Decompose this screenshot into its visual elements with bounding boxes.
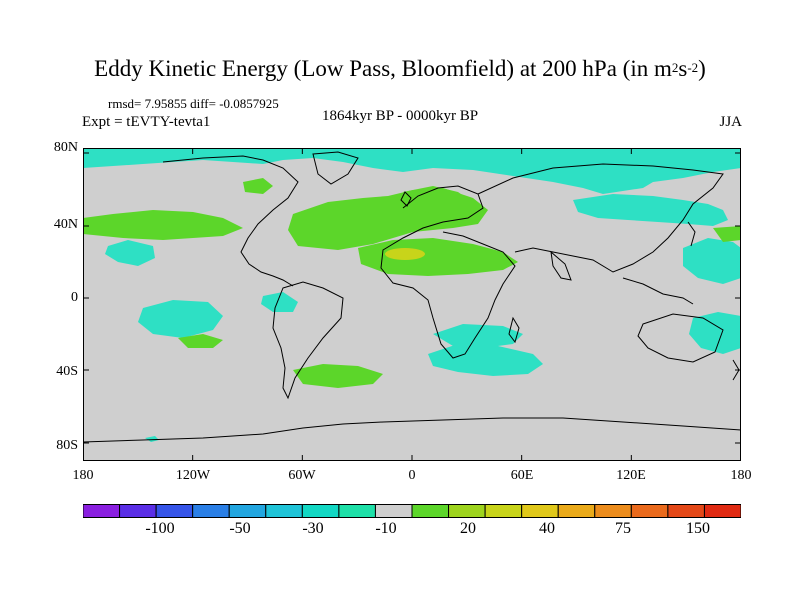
lon-tick-180e: 180 — [730, 468, 752, 483]
lon-tick-0: 0 — [408, 468, 416, 483]
experiment-label: Expt = tEVTY-tevta1 — [82, 114, 211, 130]
colorbar-box — [228, 504, 267, 518]
india-coastline — [550, 250, 572, 281]
lon-tick-180w: 180 — [72, 468, 94, 483]
east-pacific-cyan-region — [105, 240, 155, 266]
title-main: Eddy Kinetic Energy (Low Pass, Bloomfiel… — [94, 56, 672, 81]
colorbar-label-20: 20 — [460, 520, 476, 537]
colorbar-label-150: 150 — [686, 520, 710, 537]
south-pacific-cyan-region — [138, 300, 223, 338]
colorbar-box — [119, 504, 157, 518]
south-atlantic-green-region — [293, 364, 383, 388]
colorbar-box — [411, 504, 450, 518]
colorbar-box — [448, 504, 486, 518]
colorbar-box — [484, 504, 523, 518]
lat-tick-80n: 80N — [53, 140, 78, 155]
east-asia-cyan-region — [683, 238, 741, 284]
title-mid: s — [678, 56, 688, 81]
north-america-coastline — [162, 155, 299, 287]
colorbar-box — [374, 504, 413, 518]
antarctica-coastline — [83, 417, 741, 443]
south-pacific-green-patch — [178, 334, 223, 348]
lon-tick-120e: 120E — [616, 468, 646, 483]
indian-ocean-cyan-region — [433, 324, 523, 348]
colorbar-box — [703, 504, 741, 518]
north-america-green-region — [243, 178, 273, 194]
colorbar-label-neg50: -50 — [229, 520, 251, 537]
colorbar-box — [83, 504, 121, 518]
arctic-cyan-region — [83, 148, 741, 194]
lat-tick-40s: 40S — [56, 364, 78, 379]
colorbar-box — [557, 504, 596, 518]
title-end: ) — [698, 56, 706, 81]
coastlines — [83, 151, 741, 443]
map-ticks — [83, 148, 741, 461]
title-exponent-2: -2 — [687, 60, 699, 75]
lon-tick-60w: 60W — [288, 468, 316, 483]
lat-tick-0: 0 — [71, 290, 78, 305]
period-label: 1864kyr BP - 0000kyr BP — [321, 108, 479, 124]
greenland-coastline — [312, 151, 359, 185]
title-exponent-1: 2 — [671, 60, 679, 75]
madagascar-coastline — [508, 316, 520, 344]
season-label: JJA — [719, 114, 742, 130]
colorbar — [83, 504, 741, 518]
colorbar-box — [338, 504, 376, 518]
lat-tick-80s: 80S — [56, 438, 78, 453]
south-america-cyan-region — [261, 292, 298, 312]
africa-green-region — [358, 238, 518, 276]
world-map — [83, 148, 741, 461]
colorbar-boxes — [83, 504, 741, 518]
stats-text: rmsd= 7.95855 diff= -0.0857925 — [108, 96, 279, 111]
colorbar-box — [521, 504, 559, 518]
colorbar-box — [155, 504, 194, 518]
anomaly-regions — [83, 148, 741, 442]
lat-tick-40n: 40N — [53, 217, 78, 232]
uk-coastline — [400, 191, 412, 207]
colorbar-box — [265, 504, 303, 518]
antarctic-cyan-spot — [145, 436, 159, 442]
australia-coastline — [637, 313, 724, 363]
plot-title: Eddy Kinetic Energy (Low Pass, Bloomfiel… — [0, 56, 800, 82]
west-pacific-green-band — [83, 210, 243, 240]
southwest-pacific-cyan-region — [689, 312, 741, 354]
se-asia-coastline — [622, 277, 694, 305]
southern-indian-cyan-region — [428, 344, 543, 376]
colorbar-label-neg30: -30 — [302, 520, 324, 537]
africa-yellow-core — [385, 248, 425, 260]
europe-africa-coastline — [380, 185, 516, 359]
japan-coastline — [687, 221, 696, 247]
colorbar-label-neg10: -10 — [375, 520, 397, 537]
europe-green-region — [403, 186, 478, 216]
south-america-coastline — [272, 281, 344, 400]
colorbar-box — [594, 504, 632, 518]
colorbar-label-75: 75 — [615, 520, 631, 537]
lon-tick-120w: 120W — [175, 468, 211, 483]
north-pacific-cyan-region — [573, 194, 728, 226]
lon-tick-60e: 60E — [510, 468, 534, 483]
colorbar-box — [192, 504, 230, 518]
west-pacific-green-edge — [713, 226, 741, 242]
asia-coastline — [477, 163, 724, 273]
colorbar-label-40: 40 — [539, 520, 555, 537]
colorbar-box — [667, 504, 705, 518]
colorbar-box — [301, 504, 340, 518]
colorbar-label-neg100: -100 — [145, 520, 175, 537]
colorbar-box — [630, 504, 669, 518]
